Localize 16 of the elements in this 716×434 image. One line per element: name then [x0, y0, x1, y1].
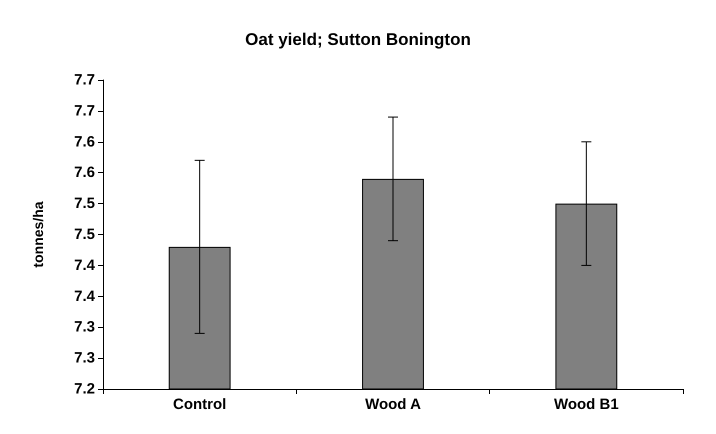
y-tick-label: 7.6 — [74, 133, 95, 150]
y-axis-title: tonnes/ha — [30, 201, 46, 268]
y-tick-label: 7.4 — [74, 256, 96, 274]
y-tick-label: 7.4 — [74, 288, 96, 305]
x-tick-label: Wood B1 — [554, 396, 619, 413]
chart-title: Oat yield; Sutton Bonington — [245, 30, 471, 49]
y-tick-label: 7.7 — [74, 102, 95, 120]
y-tick-label: 7.2 — [74, 380, 95, 398]
y-tick-label: 7.5 — [74, 195, 95, 212]
y-tick-label: 7.6 — [74, 164, 95, 182]
y-tick-label: 7.3 — [74, 318, 95, 336]
y-tick-label: 7.5 — [74, 226, 95, 243]
x-tick-label: Control — [173, 396, 226, 413]
x-tick-label: Wood A — [365, 396, 422, 413]
y-tick-label: 7.3 — [74, 350, 95, 367]
y-tick-label: 7.7 — [74, 72, 95, 88]
